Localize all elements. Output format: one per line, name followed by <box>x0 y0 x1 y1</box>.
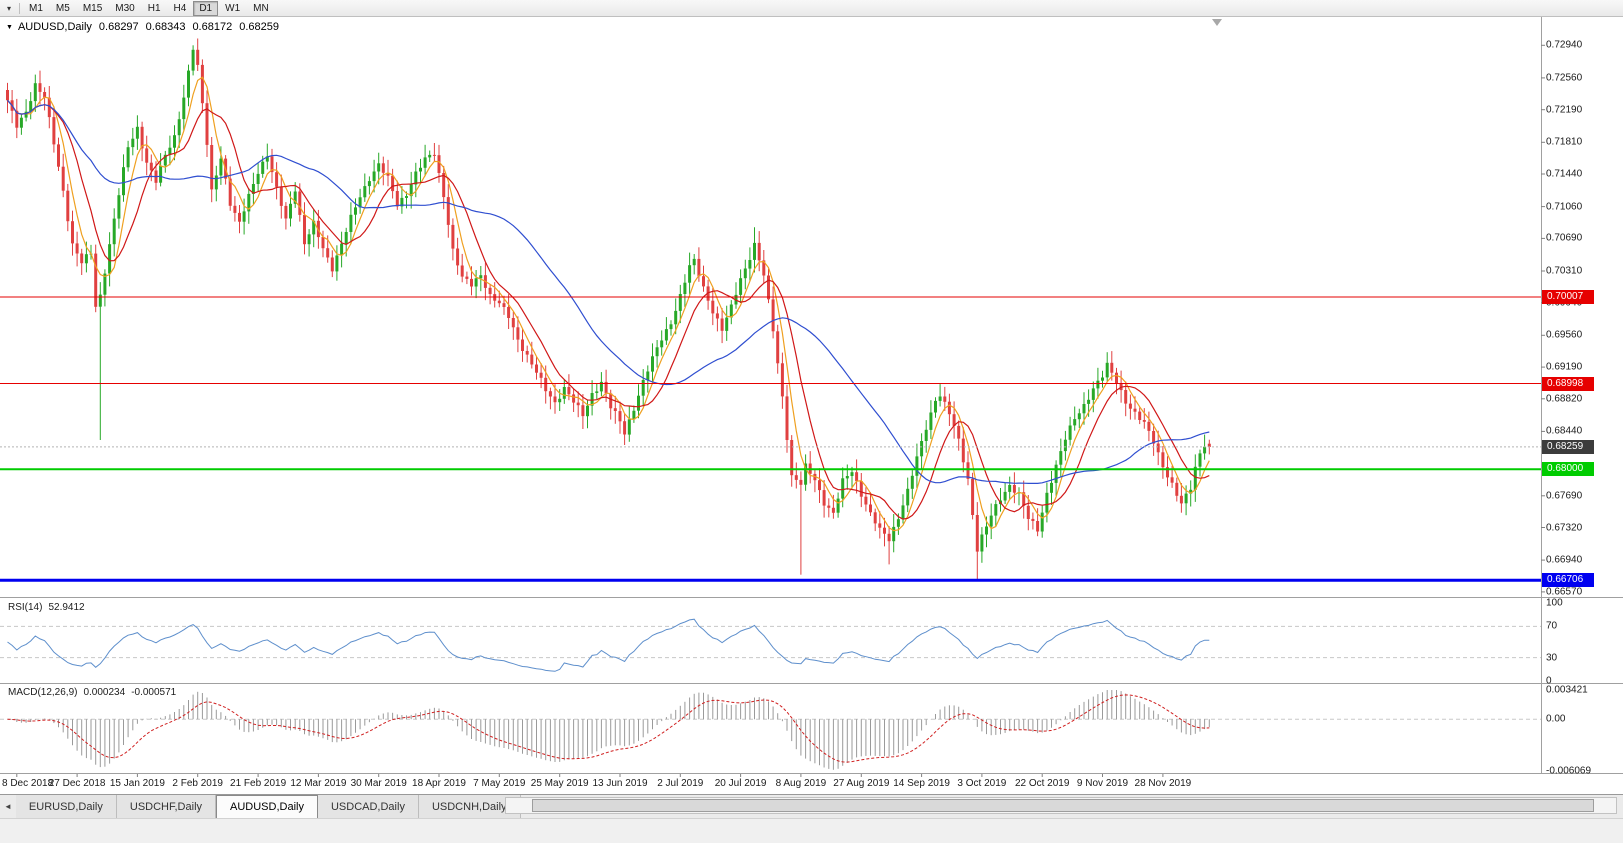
macd-name: MACD(12,26,9) <box>8 687 78 698</box>
chart-title: ▼ AUDUSD,Daily 0.68297 0.68343 0.68172 0… <box>6 21 279 33</box>
chart-tabs: EURUSD,Daily USDCHF,Daily AUDUSD,Daily USDC… <box>15 795 521 818</box>
tabs-scroll-left-icon[interactable]: ◄ <box>4 802 12 811</box>
macd-pane <box>0 690 1541 770</box>
macd-pane-label: MACD(12,26,9) 0.000234 -0.000571 <box>8 687 176 698</box>
ma-line-10 <box>7 99 1210 520</box>
timeframe-toolbar: ▾ M1 M5 M15 M30 H1 H4 D1 W1 MN <box>0 0 1623 17</box>
tab-usdcnh-daily[interactable]: USDCNH,Daily <box>418 795 521 818</box>
timeframe-button-group: M1 M5 M15 M30 H1 H4 D1 W1 MN <box>23 0 275 16</box>
status-bar <box>0 818 1623 843</box>
timeframe-button-d1[interactable]: D1 <box>193 0 219 16</box>
timeframe-button-m15[interactable]: M15 <box>82 2 103 14</box>
collapse-panel-icon: ▼ <box>6 23 13 31</box>
tab-usdchf-daily[interactable]: USDCHF,Daily <box>116 795 217 818</box>
ohlc-high-value: 0.68343 <box>145 21 186 33</box>
pane-borders <box>0 17 1623 774</box>
macd-signal-line <box>7 694 1210 763</box>
timeframe-button-m30[interactable]: M30 <box>115 2 135 14</box>
rsi-pane <box>0 618 1541 672</box>
tab-eurusd-daily[interactable]: EURUSD,Daily <box>15 795 117 818</box>
rsi-pane-label: RSI(14) 52.9412 <box>8 602 85 613</box>
timeframe-button-m1[interactable]: M1 <box>29 2 43 14</box>
axis-ticks <box>16 44 1545 777</box>
chart-shift-marker-icon[interactable] <box>1212 19 1222 26</box>
ohlc-open-value: 0.68297 <box>98 21 139 33</box>
chart-menu-button[interactable]: ▾ <box>2 4 16 13</box>
chart-symbol-label: AUDUSD,Daily <box>17 21 92 33</box>
macd-signal-value: -0.000571 <box>131 687 177 698</box>
horizontal-scrollbar[interactable] <box>505 797 1617 814</box>
ohlc-close-value: 0.68259 <box>239 21 279 33</box>
scrollbar-thumb[interactable] <box>532 799 1594 812</box>
dropdown-caret-icon: ▾ <box>7 3 12 13</box>
timeframe-button-m5[interactable]: M5 <box>55 2 70 14</box>
rsi-line <box>7 618 1210 672</box>
ma-line-5 <box>7 76 1210 532</box>
chart-canvas[interactable] <box>0 0 1623 794</box>
tab-audusd-daily[interactable]: AUDUSD,Daily <box>216 795 318 818</box>
timeframe-button-h1[interactable]: H1 <box>147 2 161 14</box>
timeframe-button-h4[interactable]: H4 <box>173 2 187 14</box>
rsi-value: 52.9412 <box>48 602 85 613</box>
ohlc-low-value: 0.68172 <box>192 21 233 33</box>
timeframe-button-mn[interactable]: MN <box>253 2 269 14</box>
toolbar-separator <box>19 2 21 14</box>
macd-main-value: 0.000234 <box>83 687 126 698</box>
rsi-name: RSI(14) <box>8 602 43 613</box>
timeframe-button-w1[interactable]: W1 <box>225 2 241 14</box>
ma-line-34 <box>7 99 1210 485</box>
tab-usdcad-daily[interactable]: USDCAD,Daily <box>317 795 419 818</box>
